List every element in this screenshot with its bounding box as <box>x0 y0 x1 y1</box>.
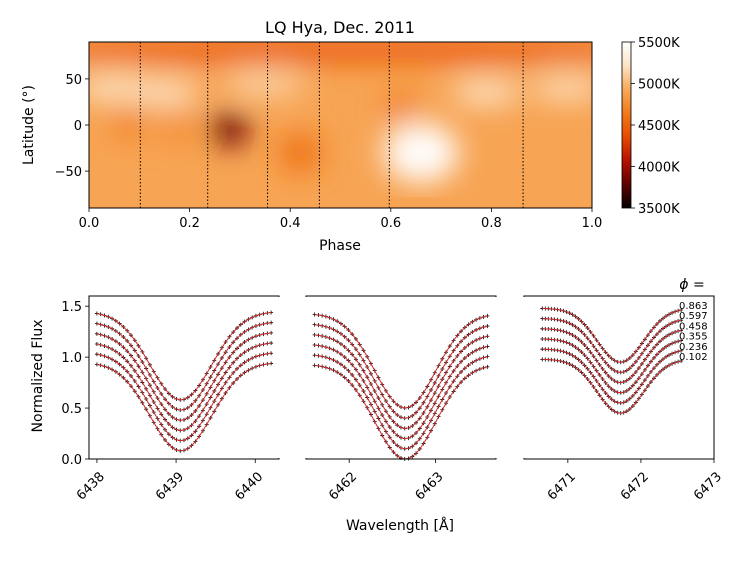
model-profile-phase-0.597 <box>542 318 682 373</box>
colorbar-tick-label: 4500K <box>638 119 680 134</box>
map-feature-polar-band <box>89 42 592 62</box>
model-profile-phase-0.102 <box>314 364 488 460</box>
map-x-tick-label: 0.0 <box>79 216 100 231</box>
profile-panel-2: 6471 6472 6473 <box>523 295 725 503</box>
map-title: LQ Hya, Dec. 2011 <box>265 18 415 37</box>
colorbar-tick-label: 3500K <box>638 202 680 217</box>
map-feature-hot-region <box>382 122 459 183</box>
phase-legend-label-3: 0.355 <box>679 332 708 343</box>
profile-x-tick-label: 6462 <box>326 469 360 503</box>
profile-x-tick-label: 6472 <box>618 469 652 503</box>
phase-legend-title: ϕ = <box>679 277 704 293</box>
map-y-tick-label: −50 <box>55 165 82 180</box>
model-profile-phase-0.597 <box>96 322 272 411</box>
map-x-tick-label: 0.2 <box>179 216 200 231</box>
temperature-map <box>89 42 592 208</box>
map-feature-warm-band <box>130 81 199 104</box>
model-profile-phase-0.863 <box>96 312 272 401</box>
profile-x-tick-label: 6440 <box>232 469 266 503</box>
model-profile-phase-0.458 <box>314 334 488 429</box>
model-profile-phase-0.863 <box>542 307 682 363</box>
map-y-tick-label: 50 <box>65 73 82 88</box>
phase-legend-label-0: 0.863 <box>679 301 708 312</box>
map-y-label: Latitude (°) <box>21 85 37 165</box>
map-shading-5 <box>111 111 148 139</box>
colorbar-tick-label: 5000K <box>638 78 680 93</box>
map-x-tick-label: 0.4 <box>280 216 301 231</box>
model-profile-phase-0.236 <box>96 352 272 442</box>
profile-y-tick-label: 0.0 <box>61 453 82 468</box>
colorbar <box>621 41 632 209</box>
map-x-label: Phase <box>319 238 361 254</box>
map-x-tick-label: 0.6 <box>380 216 401 231</box>
model-profile-phase-0.102 <box>96 362 272 452</box>
model-profile-phase-0.355 <box>96 342 272 432</box>
profile-x-tick-label: 6438 <box>74 469 108 503</box>
map-cool-spot-core <box>217 119 242 140</box>
model-profile-phase-0.863 <box>314 314 488 409</box>
map-y-tick-label: 0 <box>74 119 82 134</box>
profile-x-tick-label: 6473 <box>691 469 725 503</box>
model-profile-phase-0.355 <box>314 344 488 440</box>
model-profile-phase-0.458 <box>96 332 272 421</box>
flux-x-label: Wavelength [Å] <box>346 517 454 534</box>
phase-legend-label-4: 0.236 <box>679 342 708 353</box>
profile-x-tick-label: 6439 <box>153 469 187 503</box>
map-shading-4 <box>384 92 417 121</box>
phase-legend-label-5: 0.102 <box>679 352 708 363</box>
colorbar-tick-label: 4000K <box>638 161 680 176</box>
model-profile-phase-0.355 <box>542 338 682 394</box>
map-x-tick-label: 0.8 <box>481 216 502 231</box>
profile-panel-0: 6438 6439 6440 0.0 0.5 1.0 1.5 <box>61 295 280 503</box>
profile-y-tick-label: 1.5 <box>61 300 82 315</box>
profile-y-tick-label: 1.0 <box>61 351 82 366</box>
profile-x-tick-label: 6463 <box>413 469 447 503</box>
profile-panel-1: 6462 6463 <box>305 295 497 503</box>
profile-frame-1 <box>305 295 497 460</box>
profile-y-tick-label: 0.5 <box>61 402 82 417</box>
flux-y-label: Normalized Flux <box>30 320 46 433</box>
model-profile-phase-0.236 <box>542 348 682 404</box>
map-shading-2 <box>531 76 592 101</box>
map-feature-warm-band <box>452 81 521 104</box>
map-x-tick-label: 1.0 <box>582 216 603 231</box>
colorbar-tick-label: 5500K <box>638 36 680 51</box>
model-profile-phase-0.458 <box>542 328 682 384</box>
phase-legend-label-1: 0.597 <box>679 311 708 322</box>
map-shading-1 <box>225 71 306 96</box>
model-profile-phase-0.102 <box>542 358 682 414</box>
phase-legend-label-2: 0.458 <box>679 321 708 332</box>
profile-x-tick-label: 6471 <box>545 469 579 503</box>
model-profile-phase-0.236 <box>314 354 488 450</box>
map-shading-3 <box>278 132 323 173</box>
map-shading-6 <box>163 115 196 144</box>
model-profile-phase-0.597 <box>314 324 488 419</box>
